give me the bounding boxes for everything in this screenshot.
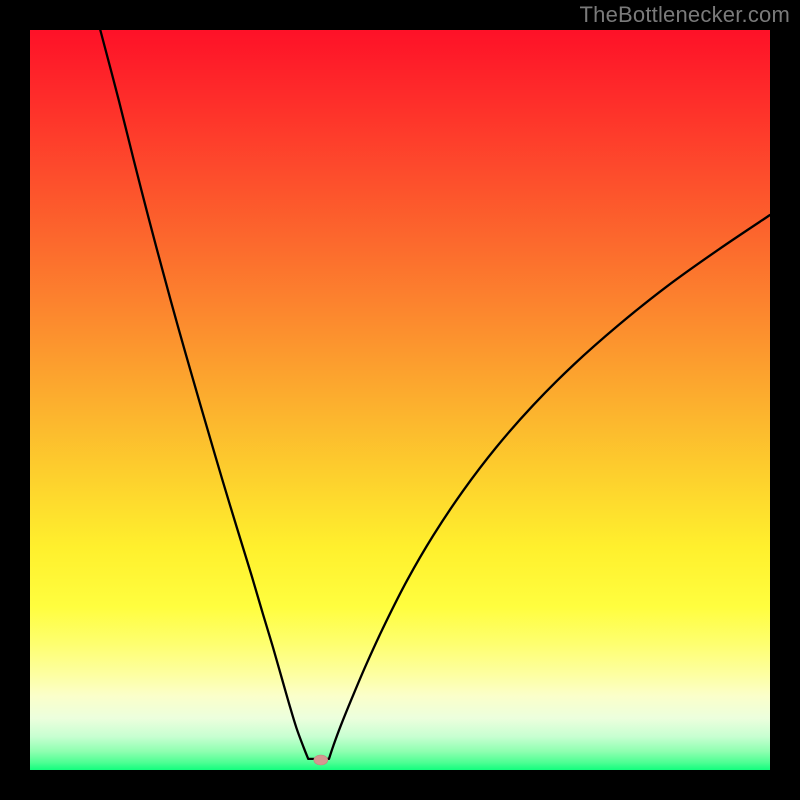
chart-svg: [30, 30, 770, 770]
plot-area: [30, 30, 770, 770]
bottleneck-curve: [100, 30, 770, 759]
optimum-marker: [314, 755, 328, 765]
chart-frame: TheBottlenecker.com: [0, 0, 800, 800]
watermark-text: TheBottlenecker.com: [580, 2, 790, 28]
